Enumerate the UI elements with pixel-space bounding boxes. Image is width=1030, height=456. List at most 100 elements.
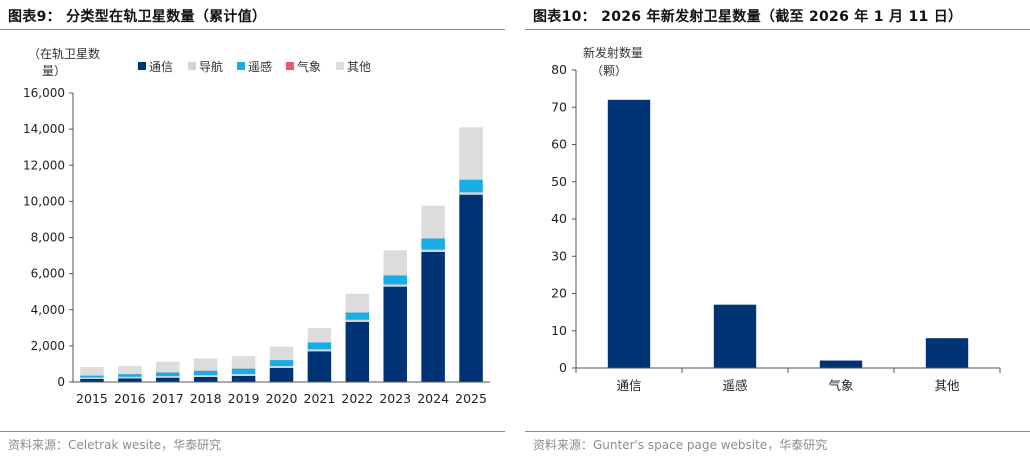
bar-segment xyxy=(193,375,218,377)
left-source-rule xyxy=(0,431,505,432)
x-tick-label: 2019 xyxy=(228,391,260,406)
right-bar-chart: 新发射数量 （颗） 0 10 20 30 40 50 60 70 80 通信 遥感 气象 其他 xyxy=(551,45,1001,393)
y-tick-label: 10 xyxy=(551,323,567,338)
right-x-axis: 通信 遥感 气象 其他 xyxy=(575,367,1001,393)
y-tick-label: 50 xyxy=(551,174,567,189)
bar-segment xyxy=(345,293,370,313)
bar-segment xyxy=(156,376,180,378)
left-chart-title: 图表9： 分类型在轨卫星数量（累计值） xyxy=(8,9,267,25)
bar-segment xyxy=(459,127,483,180)
legend-label: 气象 xyxy=(297,59,321,74)
x-tick-label: 气象 xyxy=(828,378,853,393)
legend-swatch xyxy=(286,62,294,70)
left-y-axis-label-cont: 量） xyxy=(42,64,66,78)
bar-segment xyxy=(156,377,180,382)
y-tick-label: 6,000 xyxy=(31,267,65,281)
y-tick-label: 8,000 xyxy=(31,231,65,245)
x-tick-label: 通信 xyxy=(616,378,641,393)
bar-segment xyxy=(118,376,142,379)
right-y-axis-label: 新发射数量 xyxy=(583,45,643,60)
bar-segment xyxy=(269,346,294,360)
legend-swatch xyxy=(336,62,344,70)
x-tick-label: 2021 xyxy=(304,391,336,406)
y-tick-label: 40 xyxy=(551,211,567,226)
bar-segment xyxy=(383,275,407,285)
y-tick-label: 10,000 xyxy=(23,194,65,208)
y-tick-label: 14,000 xyxy=(23,122,65,136)
x-tick-label: 遥感 xyxy=(722,378,747,393)
bar-segment xyxy=(307,351,332,382)
right-y-axis-label-cont: （颗） xyxy=(591,64,627,78)
left-stacked-bar-chart: （在轨卫星数 量） 通信 导航 遥感 气象 其他 0 2,000 4,000 6,000 8,0… xyxy=(23,46,490,406)
left-y-axis-label: （在轨卫星数 xyxy=(28,46,100,61)
bar-segment xyxy=(80,367,104,376)
bar xyxy=(607,99,651,369)
x-tick-label: 2023 xyxy=(379,391,411,406)
left-bars xyxy=(80,127,483,382)
bar-segment xyxy=(383,284,407,287)
bar-segment xyxy=(156,361,180,373)
bar-segment xyxy=(118,378,142,382)
left-chart-panel: 图表9： 分类型在轨卫星数量（累计值） （在轨卫星数 量） 通信 导航 遥感 气象 其他… xyxy=(0,0,505,456)
bar-segment xyxy=(193,376,218,382)
left-legend: 通信 导航 遥感 气象 其他 xyxy=(138,59,371,74)
y-tick-label: 70 xyxy=(551,99,567,114)
bar-segment xyxy=(459,179,483,193)
bar-segment xyxy=(345,319,370,322)
legend-swatch xyxy=(138,62,146,70)
x-tick-label: 2017 xyxy=(152,391,184,406)
legend-label: 导航 xyxy=(199,59,223,74)
bar-segment xyxy=(231,375,256,382)
y-tick-label: 20 xyxy=(551,286,567,301)
bar-segment xyxy=(118,365,142,374)
x-tick-label: 2022 xyxy=(341,391,373,406)
y-tick-label: 30 xyxy=(551,248,567,263)
left-y-axis: 0 2,000 4,000 6,000 8,000 10,000 12,000 14,000 1… xyxy=(23,86,74,389)
bar-segment xyxy=(118,374,142,377)
bar xyxy=(819,360,863,368)
bar-segment xyxy=(231,356,256,369)
legend-swatch xyxy=(188,62,196,70)
left-x-axis: 2015 2016 2017 2018 2019 2020 2021 2022 2023 2024… xyxy=(73,381,490,406)
bar-segment xyxy=(80,377,104,379)
right-source-note: 资料来源：Gunter's space page website，华泰研究 xyxy=(533,438,828,452)
bar-segment xyxy=(421,238,445,250)
legend-label: 遥感 xyxy=(248,59,272,74)
right-bars xyxy=(607,99,969,369)
x-tick-label: 2016 xyxy=(114,391,146,406)
right-chart-panel: 图表10： 2026 年新发射卫星数量（截至 2026 年 1 月 11 日） … xyxy=(525,0,1030,456)
bar-segment xyxy=(231,368,256,375)
bar-segment xyxy=(459,192,483,195)
bar-segment xyxy=(193,358,218,371)
bar xyxy=(713,304,757,368)
bar-segment xyxy=(307,327,332,343)
right-source-rule xyxy=(525,431,1030,432)
bar-segment xyxy=(269,366,294,368)
y-tick-label: 0 xyxy=(559,360,567,375)
x-tick-label: 其他 xyxy=(934,378,960,393)
bar-segment xyxy=(345,321,370,382)
y-tick-label: 2,000 xyxy=(31,339,65,353)
x-tick-label: 2015 xyxy=(76,391,108,406)
bar-segment xyxy=(307,342,332,350)
bar-segment xyxy=(231,374,256,376)
bar xyxy=(925,338,969,368)
legend-label: 其他 xyxy=(347,60,371,74)
bar-segment xyxy=(459,194,483,382)
bar-segment xyxy=(421,205,445,239)
y-tick-label: 60 xyxy=(551,137,567,152)
x-tick-label: 2018 xyxy=(190,391,222,406)
legend-swatch xyxy=(237,62,245,70)
bar-segment xyxy=(269,367,294,382)
right-y-axis: 0 10 20 30 40 50 60 70 80 xyxy=(551,62,577,375)
bar-segment xyxy=(156,372,180,377)
y-tick-label: 0 xyxy=(57,375,65,389)
left-title-rule xyxy=(0,29,505,30)
bar-segment xyxy=(193,370,218,376)
bar-segment xyxy=(421,249,445,252)
y-tick-label: 80 xyxy=(551,62,567,77)
right-chart-title: 图表10： 2026 年新发射卫星数量（截至 2026 年 1 月 11 日） xyxy=(533,9,963,25)
bar-segment xyxy=(421,251,445,382)
x-tick-label: 2025 xyxy=(455,391,487,406)
bar-segment xyxy=(269,360,294,367)
